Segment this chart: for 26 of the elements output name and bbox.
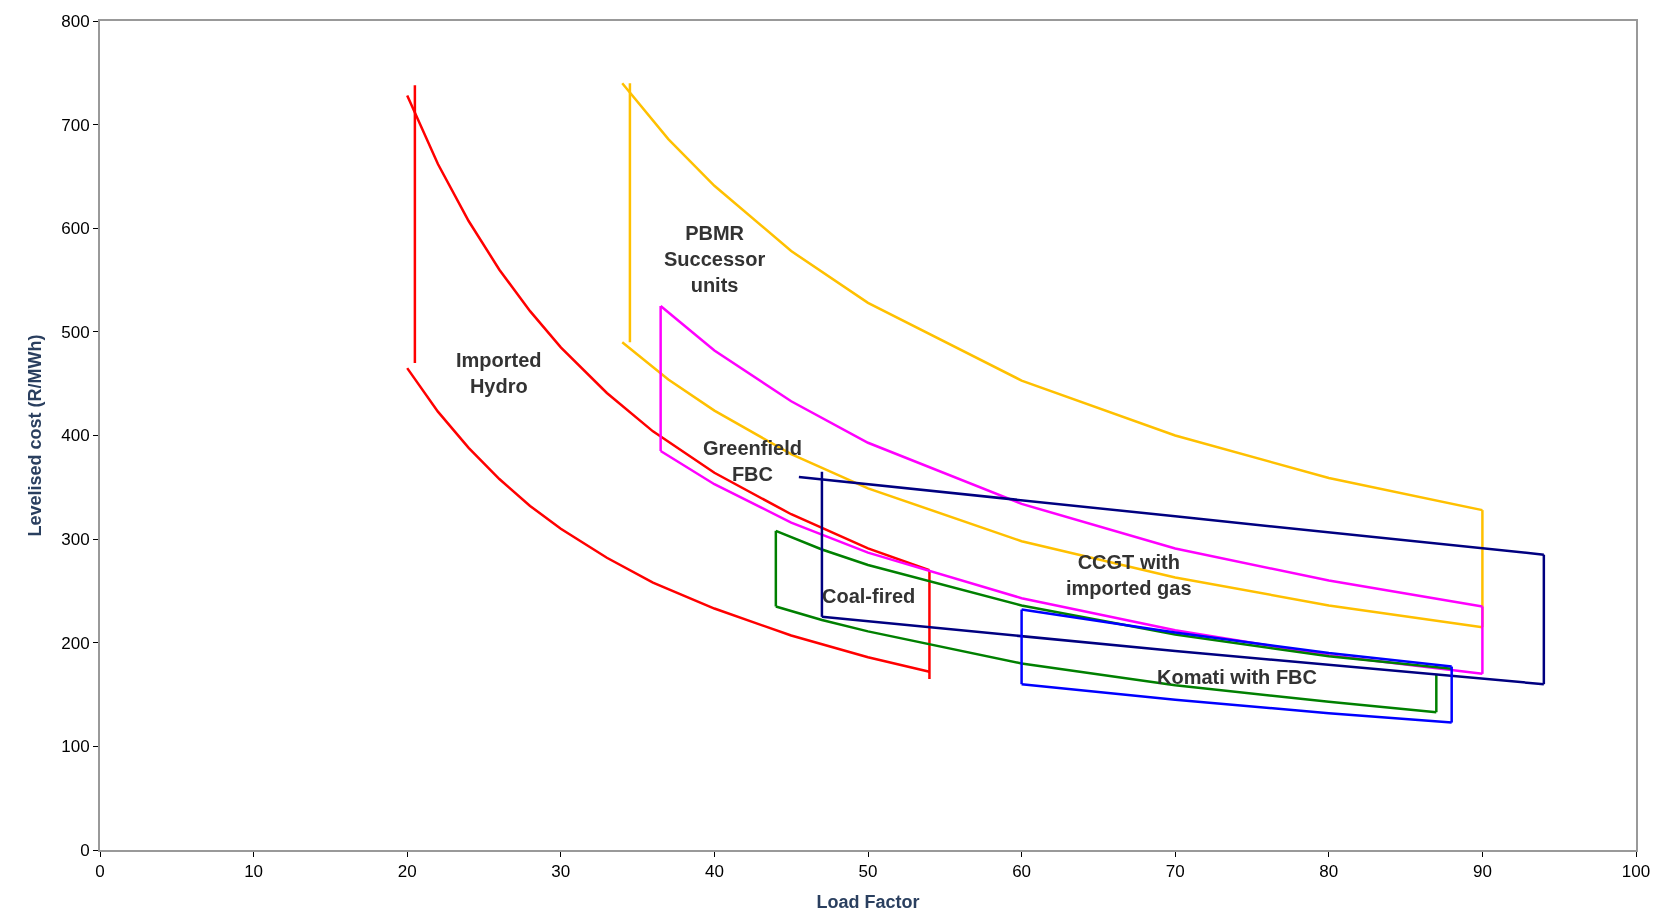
- annotation: PBMR Successor units: [664, 222, 766, 296]
- x-tick-label: 80: [1319, 862, 1339, 882]
- y-axis-title: Levelised cost (R/MWh): [24, 334, 45, 537]
- x-tick-label: 10: [244, 862, 264, 882]
- y-tick-label: 300: [61, 530, 90, 550]
- y-tick-label: 200: [61, 633, 90, 653]
- x-tick-label: 100: [1621, 862, 1651, 882]
- x-tick-label: 90: [1472, 862, 1492, 882]
- y-tick-label: 700: [61, 115, 90, 135]
- annotation: Imported Hydro: [456, 349, 542, 397]
- annotation: Coal-fired: [822, 585, 916, 607]
- x-tick-label: 60: [1012, 862, 1032, 882]
- x-tick-label: 70: [1165, 862, 1185, 882]
- y-tick-label: 800: [61, 11, 90, 31]
- annotation: Komati with FBC: [1157, 666, 1317, 688]
- x-tick-label: 0: [95, 862, 105, 882]
- y-tick-label: 100: [61, 737, 90, 757]
- y-tick-label: 500: [61, 322, 90, 342]
- x-tick-label: 40: [704, 862, 724, 882]
- x-axis-title: Load Factor: [816, 892, 920, 912]
- x-tick-label: 30: [551, 862, 571, 882]
- x-tick-label: 50: [858, 862, 878, 882]
- x-tick-label: 20: [397, 862, 417, 882]
- y-tick-label: 600: [61, 219, 90, 239]
- y-tick-label: 0: [80, 840, 90, 860]
- y-tick-label: 400: [61, 426, 90, 446]
